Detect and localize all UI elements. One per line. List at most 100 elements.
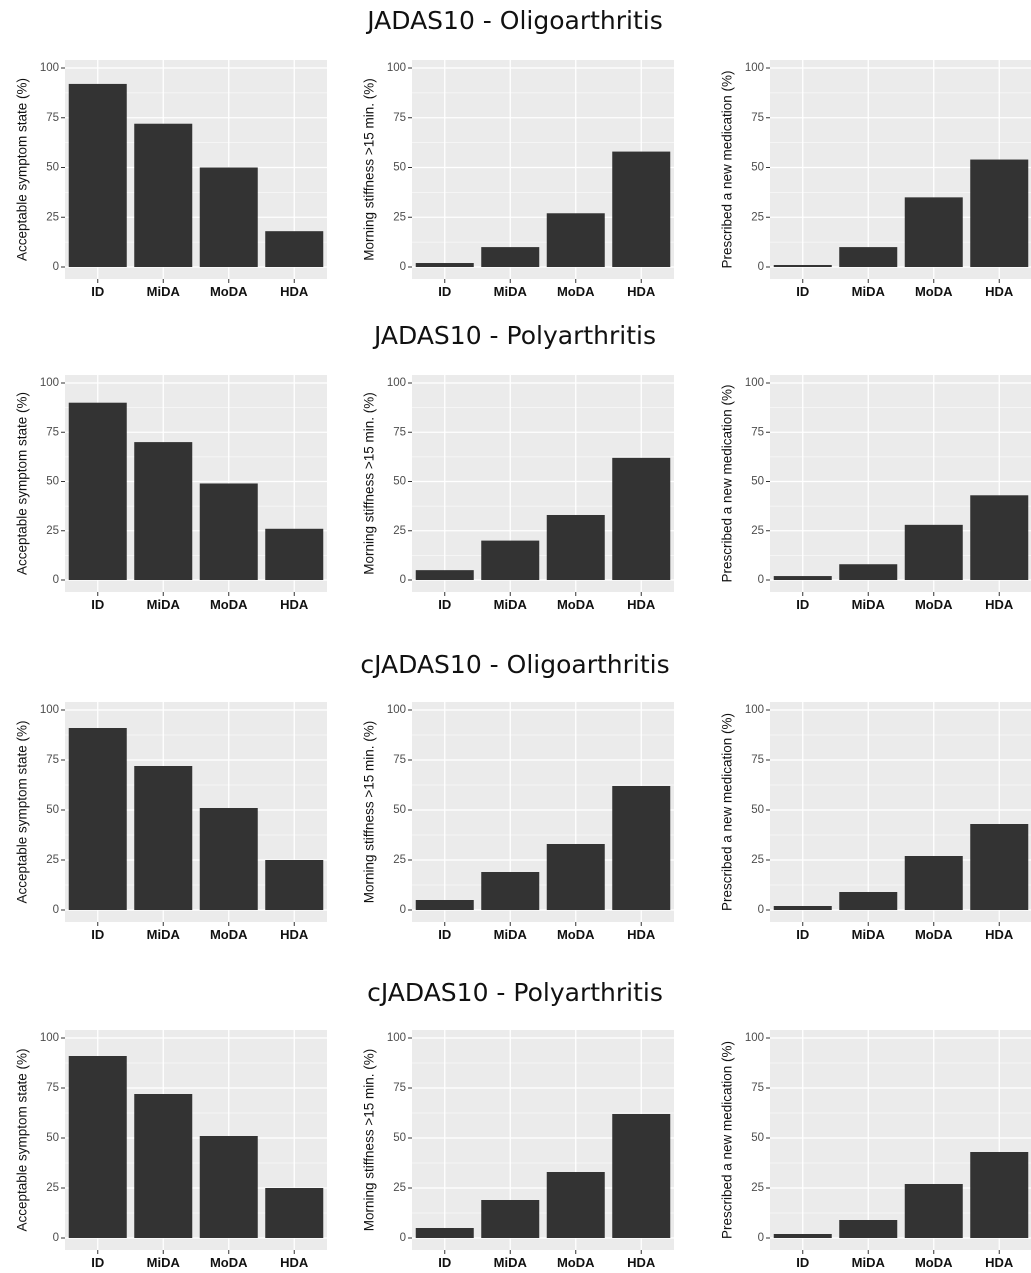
y-tick-label: 50	[751, 1132, 764, 1144]
y-tick-label: 25	[393, 211, 406, 223]
y-tick-label: 50	[393, 804, 406, 816]
y-tick-label: 50	[46, 804, 59, 816]
bar-id	[68, 402, 127, 580]
x-category-label: MoDA	[557, 284, 595, 299]
x-category-label: MiDA	[494, 927, 528, 942]
y-tick-label: 50	[751, 162, 764, 174]
bar-mida	[481, 872, 540, 910]
x-category-label: MiDA	[852, 597, 886, 612]
x-category-label: MoDA	[210, 1255, 248, 1270]
bar-chart-panel: 0 25 50 75 100 ID MiDA MoDA HDA Acceptable sympto…	[15, 375, 327, 612]
x-category-label: ID	[91, 927, 104, 942]
x-category-label: MoDA	[210, 284, 248, 299]
y-tick-label: 0	[400, 261, 406, 273]
x-category-label: MoDA	[210, 597, 248, 612]
bar-id	[68, 1056, 127, 1238]
y-tick-label: 100	[40, 1032, 59, 1044]
x-category-label: HDA	[627, 1255, 656, 1270]
bar-hda	[970, 159, 1029, 267]
y-tick-label: 0	[758, 1232, 764, 1244]
y-tick-label: 25	[393, 1182, 406, 1194]
y-tick-label: 0	[400, 1232, 406, 1244]
y-tick-label: 0	[400, 904, 406, 916]
x-category-label: ID	[91, 597, 104, 612]
bar-id	[68, 83, 127, 267]
y-axis-label: Acceptable symptom state (%)	[15, 1048, 30, 1231]
y-tick-label: 50	[46, 162, 59, 174]
x-category-label: MoDA	[915, 927, 953, 942]
y-tick-label: 75	[751, 112, 764, 124]
bar-moda	[546, 213, 605, 267]
bar-moda	[904, 524, 963, 580]
y-tick-label: 25	[46, 854, 59, 866]
y-axis-label: Morning stiffness >15 min. (%)	[362, 721, 377, 903]
bar-mida	[134, 766, 193, 910]
y-tick-label: 100	[40, 62, 59, 74]
y-tick-label: 0	[53, 574, 59, 586]
panel-group-title: cJADAS10 - Polyarthritis	[367, 978, 663, 1007]
x-category-label: HDA	[985, 284, 1014, 299]
y-axis-label: Prescribed a new medication (%)	[720, 384, 735, 582]
bar-moda	[546, 844, 605, 910]
bar-hda	[970, 824, 1029, 910]
panel-group-title: cJADAS10 - Oligoarthritis	[360, 650, 669, 679]
y-tick-label: 25	[46, 525, 59, 537]
panel-group-title: JADAS10 - Polyarthritis	[372, 321, 656, 350]
bar-hda	[612, 151, 671, 267]
x-category-label: MiDA	[494, 284, 528, 299]
x-category-label: MiDA	[852, 927, 886, 942]
y-tick-label: 100	[387, 1032, 406, 1044]
y-tick-label: 50	[393, 476, 406, 488]
x-category-label: MiDA	[852, 284, 886, 299]
y-tick-label: 25	[751, 1182, 764, 1194]
x-category-label: MoDA	[210, 927, 248, 942]
y-tick-label: 25	[751, 211, 764, 223]
y-tick-label: 100	[387, 62, 406, 74]
y-axis-label: Morning stiffness >15 min. (%)	[362, 1049, 377, 1231]
x-category-label: ID	[91, 284, 104, 299]
y-axis-label: Prescribed a new medication (%)	[720, 1041, 735, 1239]
y-tick-label: 100	[745, 1032, 764, 1044]
bar-id	[415, 570, 474, 580]
bar-id	[773, 1234, 832, 1238]
bar-mida	[839, 892, 898, 910]
y-tick-label: 75	[751, 754, 764, 766]
bar-chart-panel: 0 25 50 75 100 ID MiDA MoDA HDA Prescribed a new …	[720, 1030, 1031, 1270]
x-category-label: ID	[438, 284, 451, 299]
bar-moda	[199, 167, 258, 267]
x-category-label: MiDA	[494, 1255, 528, 1270]
x-category-label: MiDA	[147, 284, 181, 299]
y-tick-label: 75	[46, 112, 59, 124]
y-tick-label: 50	[393, 162, 406, 174]
x-category-label: HDA	[627, 597, 656, 612]
bar-chart-panel: 0 25 50 75 100 ID MiDA MoDA HDA Acceptable sympto…	[15, 60, 327, 299]
y-tick-label: 75	[393, 112, 406, 124]
y-axis-label: Acceptable symptom state (%)	[15, 392, 30, 575]
bar-id	[773, 265, 832, 267]
y-tick-label: 25	[393, 525, 406, 537]
x-category-label: MiDA	[147, 597, 181, 612]
x-category-label: MoDA	[915, 284, 953, 299]
bar-moda	[904, 856, 963, 910]
y-tick-label: 100	[387, 377, 406, 389]
bar-chart-panel: 0 25 50 75 100 ID MiDA MoDA HDA Acceptable sympto…	[15, 1030, 327, 1270]
bar-id	[68, 728, 127, 910]
x-category-label: MiDA	[147, 927, 181, 942]
x-category-label: ID	[438, 1255, 451, 1270]
bar-chart-panel: 0 25 50 75 100 ID MiDA MoDA HDA Morning stiffness…	[362, 375, 674, 612]
x-category-label: ID	[91, 1255, 104, 1270]
bar-mida	[134, 1094, 193, 1238]
x-category-label: HDA	[985, 1255, 1014, 1270]
bar-id	[415, 900, 474, 910]
y-tick-label: 100	[745, 704, 764, 716]
y-tick-label: 25	[751, 854, 764, 866]
bar-hda	[265, 231, 324, 267]
bar-moda	[904, 1184, 963, 1238]
y-tick-label: 0	[53, 904, 59, 916]
bar-hda	[970, 1152, 1029, 1238]
x-category-label: MoDA	[557, 927, 595, 942]
y-tick-label: 100	[387, 704, 406, 716]
x-category-label: HDA	[280, 597, 309, 612]
